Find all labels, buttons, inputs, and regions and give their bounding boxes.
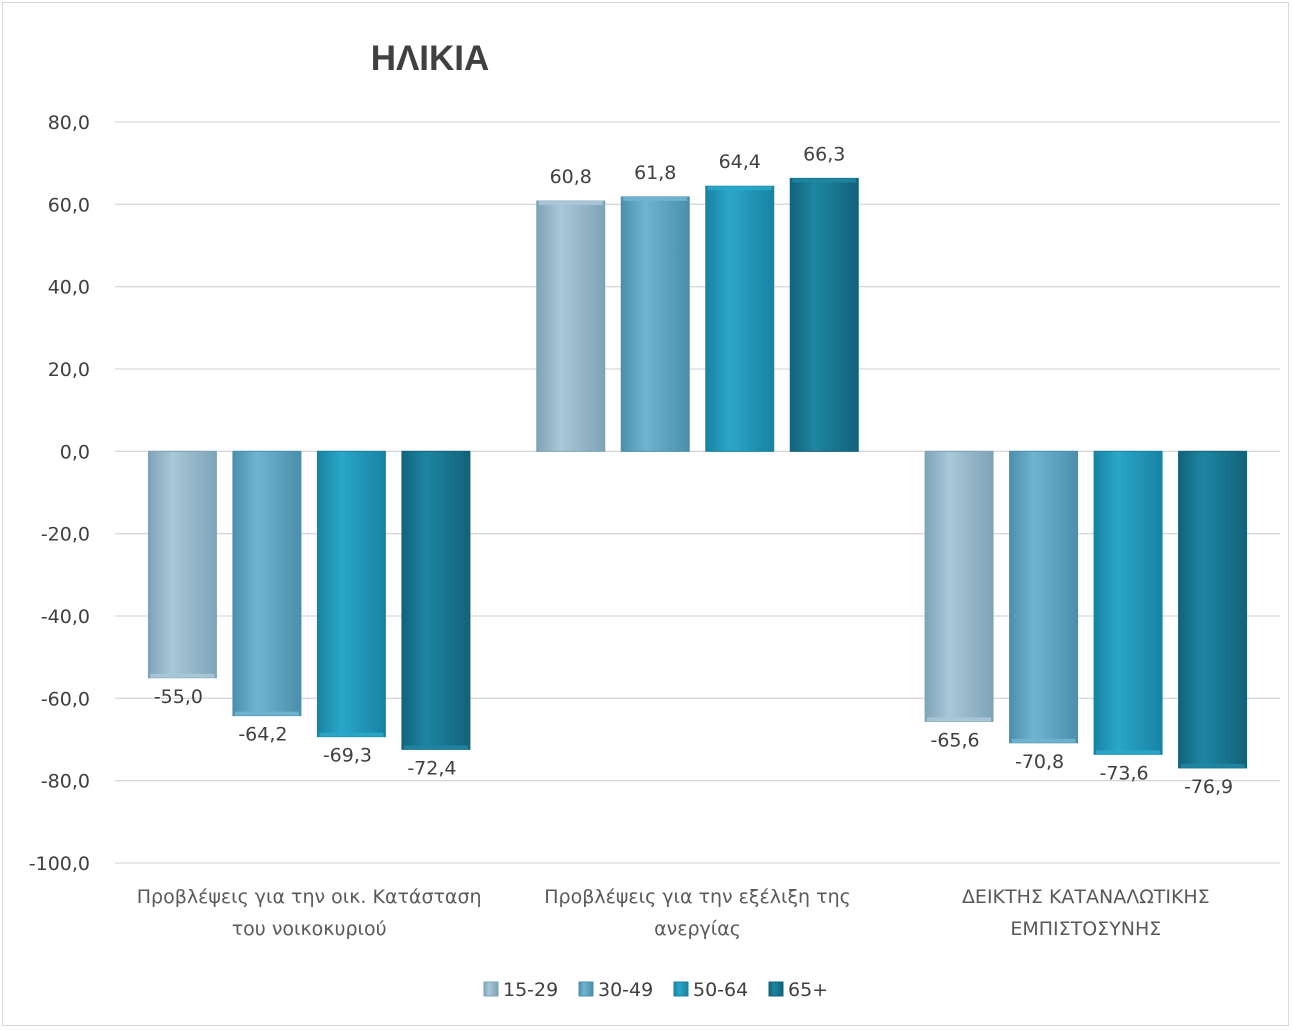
gridlines: [115, 121, 1280, 864]
x-category-label: ΔΕΙΚΤΗΣ ΚΑΤΑΝΑΛΩΤΙΚΗΣ: [962, 886, 1210, 908]
bar-30-49-cat3: [1009, 450, 1079, 744]
data-label: -70,8: [1015, 751, 1064, 773]
bar-65+-cat3: [1178, 450, 1248, 769]
bar-cap: [707, 186, 772, 191]
y-tick-label: 20,0: [48, 359, 90, 381]
data-labels: -55,0 -64,2 -69,3 -72,4 60,8 61,8 64,4 66,3 -65,…: [154, 143, 1233, 798]
bar-cap: [1180, 763, 1245, 768]
data-label: 66,3: [803, 143, 845, 165]
bar-cap: [927, 717, 992, 722]
data-label: -55,0: [154, 686, 203, 708]
legend-swatch: [578, 981, 594, 997]
y-tick-label: -20,0: [41, 524, 90, 546]
bar-cap: [403, 745, 468, 750]
bar-cap: [1011, 738, 1076, 743]
data-label: -73,6: [1099, 762, 1148, 784]
bar-50-64-cat1: [316, 450, 386, 738]
x-axis: Προβλέψεις για την οικ. Κατάσταση του νοι…: [137, 886, 1210, 940]
bar-50-64-cat2: [705, 185, 775, 452]
legend-label: 15-29: [503, 979, 558, 1001]
bar-cap: [1096, 750, 1161, 755]
legend-label: 50-64: [693, 979, 748, 1001]
bar-15-29-cat1: [147, 450, 217, 679]
bar-cap: [538, 201, 603, 206]
y-tick-label: -80,0: [41, 771, 90, 793]
data-label: 60,8: [550, 166, 592, 188]
legend-swatch: [673, 981, 689, 997]
x-category-label: Προβλέψεις για την εξέλιξη της: [544, 886, 851, 908]
y-tick-label: 80,0: [48, 112, 90, 134]
data-label: 61,8: [634, 162, 676, 184]
bar-cap: [623, 196, 688, 201]
y-tick-label: -60,0: [41, 688, 90, 710]
bar-15-29-cat2: [536, 200, 606, 452]
chart-title: ΗΛΙΚΙΑ: [371, 39, 490, 78]
data-label: 64,4: [719, 151, 761, 173]
x-category-label: Προβλέψεις για την οικ. Κατάσταση: [137, 886, 482, 908]
data-label: -72,4: [407, 757, 456, 779]
bar-50-64-cat3: [1093, 450, 1163, 755]
legend-swatch: [768, 981, 784, 997]
x-category-label: ΕΜΠΙΣΤΟΣΥΝΗΣ: [1010, 918, 1161, 940]
y-tick-label: 60,0: [48, 194, 90, 216]
legend-label: 30-49: [598, 979, 653, 1001]
bars: [147, 177, 1248, 769]
y-tick-label: 40,0: [48, 277, 90, 299]
data-label: -64,2: [238, 724, 287, 746]
y-tick-label: 0,0: [60, 441, 90, 463]
bar-30-49-cat2: [620, 196, 690, 452]
x-category-label: ανεργίας: [654, 918, 741, 940]
y-axis: 80,0 60,0 40,0 20,0 0,0 -20,0 -40,0 -60,0 -80,0 -…: [29, 112, 90, 875]
data-label: -76,9: [1184, 776, 1233, 798]
legend-swatch: [483, 981, 499, 997]
bar-30-49-cat1: [232, 450, 302, 717]
bar-65+-cat1: [401, 450, 471, 750]
bar-cap: [234, 711, 299, 716]
data-label: -69,3: [323, 745, 372, 767]
data-label: -65,6: [930, 729, 979, 751]
y-tick-label: -40,0: [41, 606, 90, 628]
bar-cap: [319, 732, 384, 737]
legend-label: 65+: [788, 979, 828, 1001]
legend: 15-29 30-49 50-64 65+: [483, 979, 828, 1001]
bar-15-29-cat3: [924, 450, 994, 722]
bar-cap: [150, 673, 215, 678]
x-category-label: του νοικοκυριού: [232, 918, 387, 940]
bar-cap: [792, 178, 857, 183]
bar-65+-cat2: [789, 177, 859, 452]
y-tick-label: -100,0: [29, 853, 90, 875]
